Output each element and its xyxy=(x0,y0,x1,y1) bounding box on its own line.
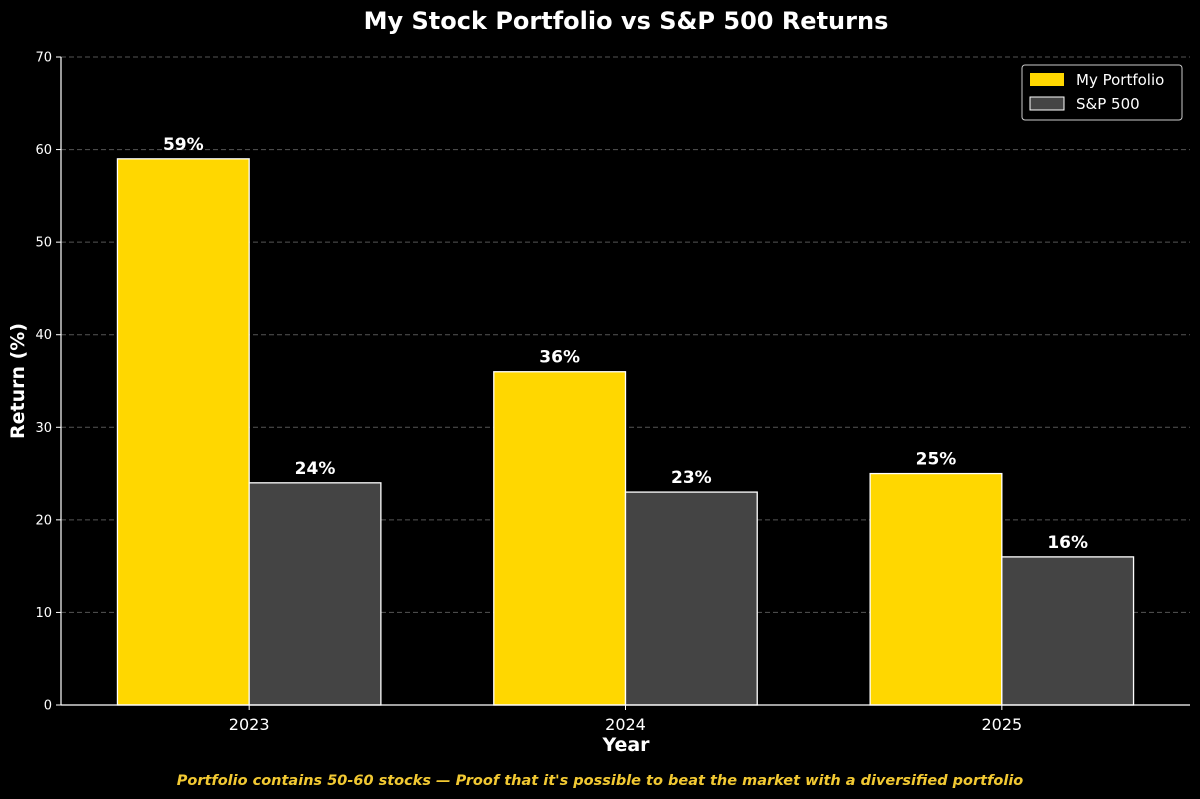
legend-label-portfolio: My Portfolio xyxy=(1076,71,1164,89)
data-label-sp500-2024: 23% xyxy=(671,468,712,488)
chart-title: My Stock Portfolio vs S&P 500 Returns xyxy=(364,7,889,35)
y-tick-label: 30 xyxy=(35,421,52,436)
data-label-portfolio-2023: 59% xyxy=(163,135,204,155)
data-labels: 59% 24% 36% 23% 25% 16% xyxy=(163,135,1088,553)
y-tick-label: 40 xyxy=(35,328,52,343)
bar-sp500-2024 xyxy=(624,491,758,706)
data-label-sp500-2025: 16% xyxy=(1047,533,1088,553)
legend-swatch-sp500 xyxy=(1029,96,1065,111)
bars xyxy=(116,158,1135,706)
axes: 0 10 20 30 40 50 60 70 2023 2024 2025 xyxy=(35,51,1190,734)
y-tick-label: 60 xyxy=(35,143,52,158)
y-tick-label: 10 xyxy=(35,606,52,621)
caption: Portfolio contains 50-60 stocks — Proof … xyxy=(177,773,1024,789)
y-tick-label: 50 xyxy=(35,236,52,251)
y-tick-label: 20 xyxy=(35,513,52,528)
bar-sp500-2023 xyxy=(248,482,382,706)
y-tick-label: 0 xyxy=(44,699,52,714)
data-label-sp500-2023: 24% xyxy=(295,459,336,479)
x-tick-label-2023: 2023 xyxy=(229,715,270,734)
legend: My Portfolio S&P 500 xyxy=(1021,64,1183,121)
x-tick-label-2024: 2024 xyxy=(605,715,646,734)
bar-portfolio-2023 xyxy=(116,158,250,706)
x-axis-label: Year xyxy=(601,734,650,756)
legend-swatch-portfolio xyxy=(1030,73,1064,86)
x-tick-label-2025: 2025 xyxy=(981,715,1022,734)
bar-portfolio-2025 xyxy=(869,472,1003,706)
y-axis-label: Return (%) xyxy=(7,323,29,439)
data-label-portfolio-2024: 36% xyxy=(539,348,580,368)
bar-sp500-2025 xyxy=(1001,556,1135,706)
legend-label-sp500: S&P 500 xyxy=(1076,95,1140,113)
y-tick-label: 70 xyxy=(35,51,52,66)
data-label-portfolio-2025: 25% xyxy=(916,450,957,470)
bar-portfolio-2024 xyxy=(493,371,627,706)
